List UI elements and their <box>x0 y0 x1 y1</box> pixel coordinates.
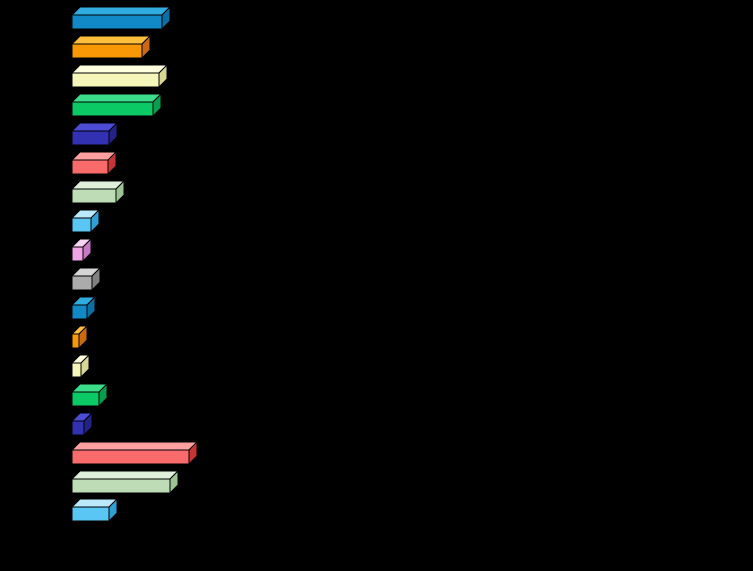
bar-15 <box>70 411 94 437</box>
bar-04-top-face <box>70 93 163 103</box>
bar-07-front-face <box>71 188 117 204</box>
bar-02 <box>70 34 152 60</box>
bar-07-top-face <box>70 180 126 190</box>
bar-03-top-face <box>70 64 169 74</box>
bar-03-front-face <box>71 72 160 88</box>
bar-12-front-face <box>71 333 80 349</box>
bar-08 <box>70 208 101 234</box>
bar-02-top-face <box>70 35 152 45</box>
bar-11-front-face <box>71 304 88 320</box>
bar-17 <box>70 469 180 495</box>
bar-09 <box>70 237 93 263</box>
bar-09-front-face <box>71 246 84 262</box>
bar-13 <box>70 353 91 379</box>
bar-01 <box>70 5 172 31</box>
bar-08-front-face <box>71 217 92 233</box>
bar-02-front-face <box>71 43 143 59</box>
bar-16-front-face <box>71 449 190 465</box>
bar-04 <box>70 92 163 118</box>
bar-16 <box>70 440 199 466</box>
bar-04-front-face <box>71 101 154 117</box>
bar-06 <box>70 150 118 176</box>
bar-05-front-face <box>71 130 110 146</box>
bar-17-top-face <box>70 470 180 480</box>
bar-06-front-face <box>71 159 109 175</box>
bar-10 <box>70 266 102 292</box>
bar-05 <box>70 121 119 147</box>
bar-18-front-face <box>71 506 110 522</box>
bar-14-front-face <box>71 391 100 407</box>
bar-14 <box>70 382 109 408</box>
bar-07 <box>70 179 126 205</box>
bar-13-front-face <box>71 362 82 378</box>
bar-16-top-face <box>70 441 199 451</box>
bar-11 <box>70 295 97 321</box>
bar-10-front-face <box>71 275 93 291</box>
bar-18 <box>70 497 119 523</box>
bar-01-front-face <box>71 14 163 30</box>
bar-15-front-face <box>71 420 85 436</box>
bar-01-top-face <box>70 6 172 16</box>
bar-03 <box>70 63 169 89</box>
bar-12 <box>70 324 89 350</box>
bar-17-front-face <box>71 478 171 494</box>
